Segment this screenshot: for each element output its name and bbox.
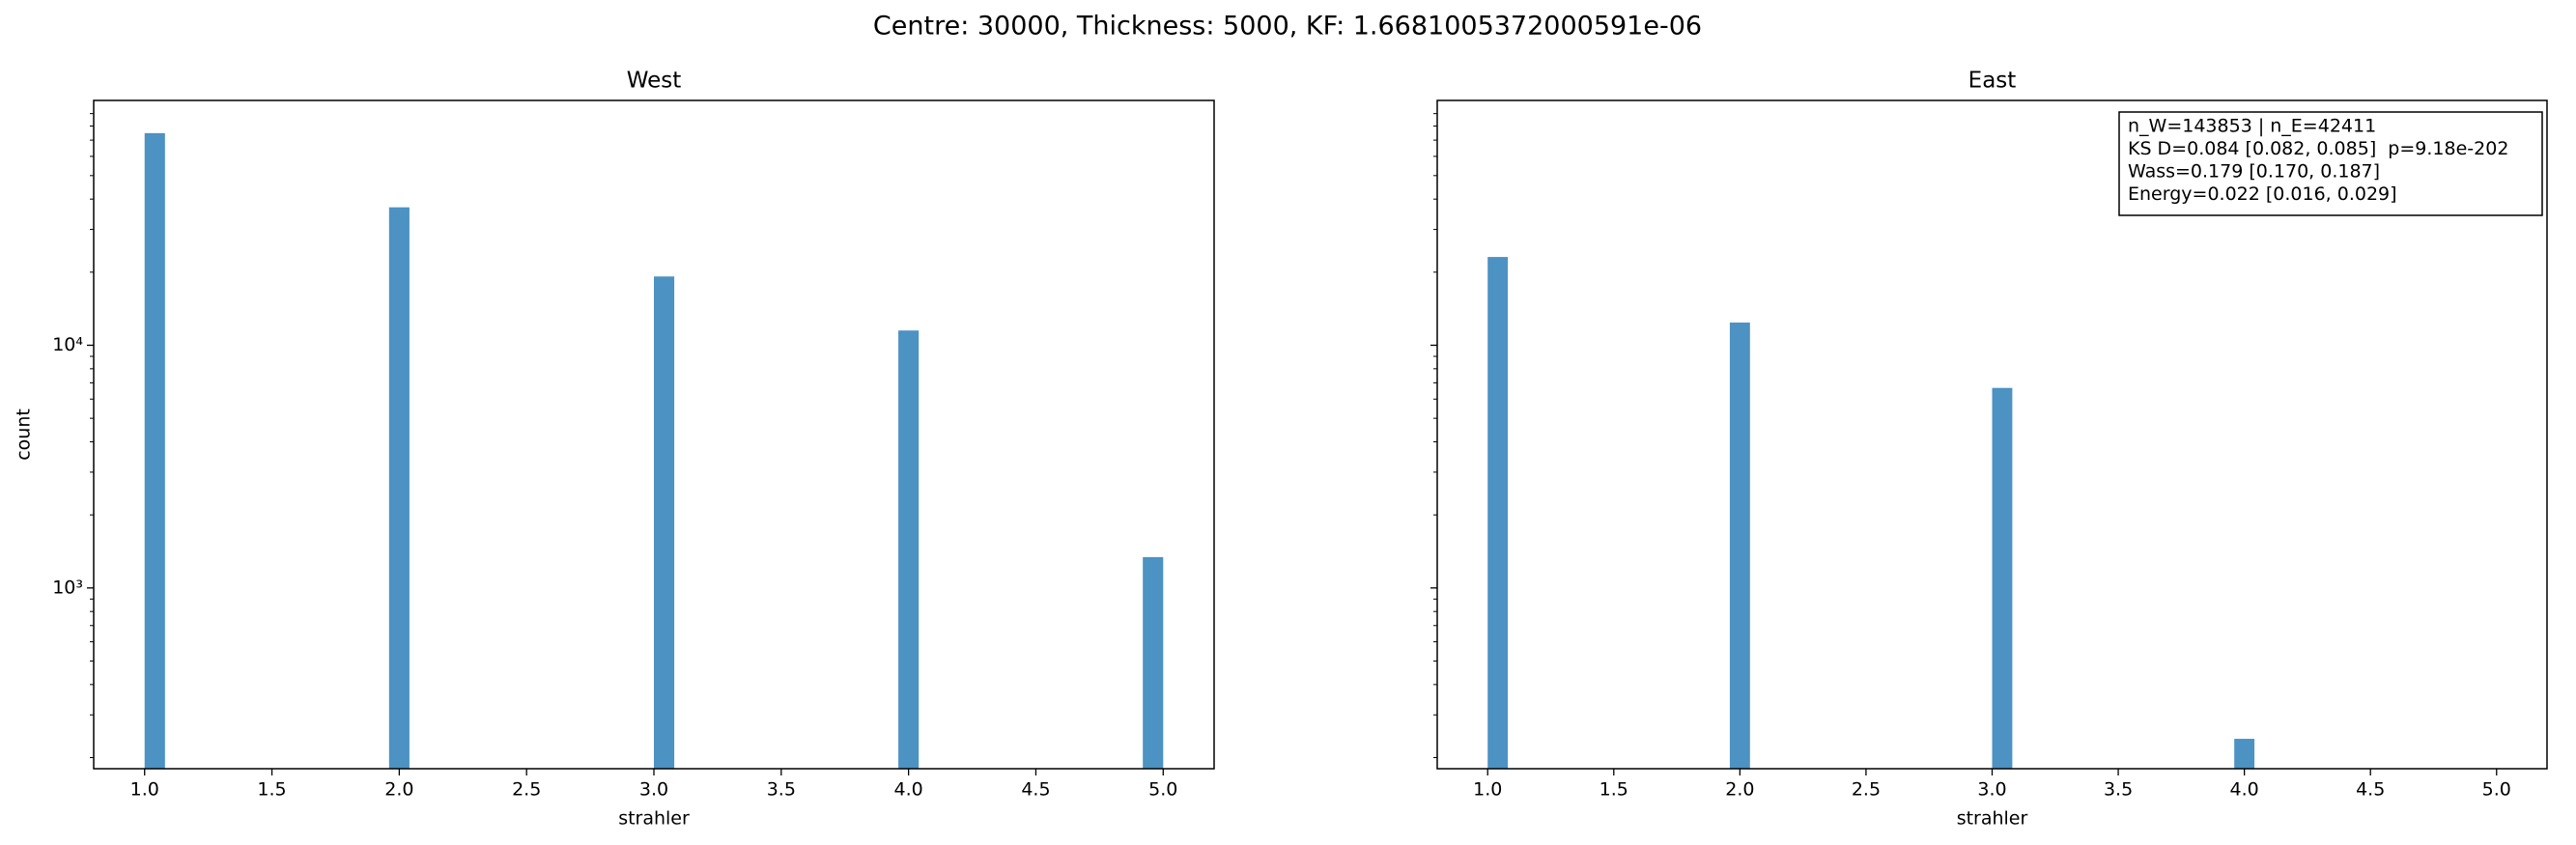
bar <box>1992 387 2013 769</box>
x-axis-label: strahler <box>1957 808 2028 830</box>
bar <box>1487 257 1509 769</box>
x-tick-label: 3.0 <box>1977 779 2006 801</box>
x-tick-label: 5.0 <box>1148 779 1177 801</box>
annotation-line: KS D=0.084 [0.082, 0.085] p=9.18e-202 <box>2128 138 2508 159</box>
x-tick-label: 1.0 <box>130 779 159 801</box>
x-tick-label: 4.0 <box>894 779 923 801</box>
x-tick-label: 1.0 <box>1473 779 1502 801</box>
annotation-box <box>2118 111 2543 216</box>
bar <box>654 276 675 769</box>
axes-title: West <box>627 69 682 94</box>
annotation-line: Energy=0.022 [0.016, 0.029] <box>2128 183 2397 205</box>
bar <box>144 132 165 769</box>
bar <box>1143 556 1164 769</box>
x-tick-label: 4.5 <box>2356 779 2385 801</box>
x-tick-label: 5.0 <box>2482 779 2511 801</box>
x-tick-label: 2.5 <box>512 779 541 801</box>
x-tick-label: 1.5 <box>257 779 286 801</box>
y-axis-label: count <box>14 408 35 461</box>
bar <box>388 207 410 769</box>
x-tick-label: 3.5 <box>2104 779 2133 801</box>
x-tick-label: 4.0 <box>2230 779 2259 801</box>
x-axis-label: strahler <box>618 808 690 830</box>
bar <box>2234 739 2255 769</box>
bar <box>1729 323 1750 769</box>
x-tick-label: 2.0 <box>384 779 413 801</box>
y-tick-label: 10³ <box>52 577 83 598</box>
x-tick-label: 3.5 <box>767 779 796 801</box>
x-tick-label: 2.5 <box>1852 779 1881 801</box>
x-tick-label: 3.0 <box>639 779 668 801</box>
figure-title: Centre: 30000, Thickness: 5000, KF: 1.66… <box>873 12 1702 42</box>
x-tick-label: 1.5 <box>1599 779 1628 801</box>
x-tick-label: 4.5 <box>1021 779 1050 801</box>
annotation-line: n_W=143853 | n_E=42411 <box>2128 116 2376 137</box>
bar <box>898 330 920 769</box>
annotation-line: Wass=0.179 [0.170, 0.187] <box>2128 161 2380 183</box>
axes-title: East <box>1968 69 2017 94</box>
y-tick-label: 10⁴ <box>52 334 83 355</box>
x-tick-label: 2.0 <box>1725 779 1754 801</box>
